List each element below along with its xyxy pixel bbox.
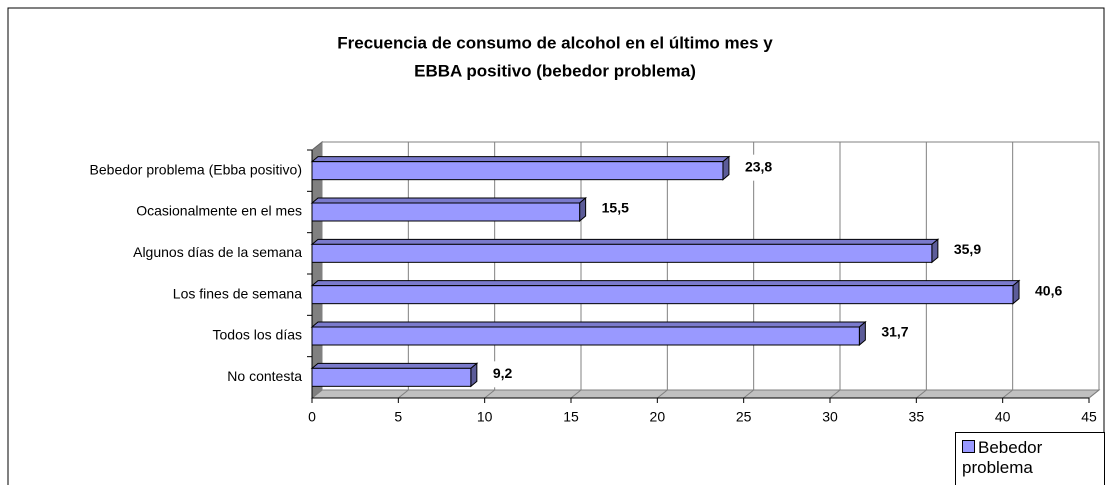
x-tick-label: 25 (736, 409, 752, 425)
grid-line (1002, 142, 1014, 399)
grid-line (916, 142, 927, 399)
x-tick-label: 40 (995, 409, 1011, 425)
chart-title: Frecuencia de consumo de alcohol en el ú… (337, 33, 773, 52)
y-tick-label: Bebedor problema (Ebba positivo) (90, 161, 302, 177)
legend: Bebedor problema (955, 432, 1105, 485)
bar-front (311, 285, 1014, 305)
value-label: 15,5 (602, 200, 629, 216)
bar-top (310, 280, 1021, 287)
bar-front (311, 367, 472, 387)
x-tick-label: 30 (822, 409, 838, 425)
grid-line (570, 142, 582, 399)
x-tick-label: 15 (563, 409, 579, 425)
y-tick-label: Todos los días (213, 327, 303, 343)
bar (310, 320, 867, 347)
value-label: 31,7 (881, 324, 908, 340)
grid-line (657, 142, 668, 399)
bar-top (310, 362, 479, 369)
bar-front (311, 243, 933, 263)
value-label: 40,6 (1035, 282, 1062, 298)
y-tick-label: Ocasionalmente en el mes (136, 203, 302, 219)
value-label: 9,2 (493, 365, 513, 381)
y-tick-label: Los fines de semana (173, 285, 302, 301)
bar-front (311, 326, 860, 346)
x-tick-label: 10 (477, 409, 493, 425)
side-wall (311, 140, 323, 400)
bar (310, 238, 940, 264)
value-label: 23,8 (745, 158, 772, 174)
floor (310, 389, 1101, 399)
bar (310, 279, 1021, 305)
grid-line (1088, 142, 1100, 399)
value-label-bg (1031, 278, 1076, 305)
x-tick-label: 0 (308, 409, 316, 425)
bar (310, 196, 588, 223)
x-tick-label: 35 (909, 409, 925, 425)
value-label-bg (949, 237, 994, 264)
y-tick-label: Algunos días de la semana (133, 244, 302, 260)
value-label-bg (740, 154, 785, 181)
grid-line (829, 142, 841, 399)
value-label-bg (877, 320, 922, 346)
grid-line (484, 142, 496, 399)
x-tick-label: 5 (394, 409, 402, 425)
value-label: 35,9 (954, 241, 981, 257)
bar-top (310, 321, 867, 328)
bar-front (311, 202, 581, 222)
y-tick-label: No contesta (227, 368, 302, 384)
bar-top (310, 156, 731, 163)
value-label-bg (488, 361, 533, 388)
value-label-bg (597, 196, 642, 222)
grid-line (311, 142, 323, 399)
x-tick-label: 20 (650, 409, 666, 425)
chart-title: EBBA positivo (bebedor problema) (414, 61, 696, 80)
bar (310, 362, 479, 388)
bar (310, 155, 731, 181)
bar-front (311, 161, 724, 181)
x-tick-label: 45 (1081, 409, 1097, 425)
bar-top (310, 238, 940, 245)
grid-line (743, 142, 755, 399)
legend-swatch (962, 440, 975, 453)
legend-label: Bebedor problema (962, 438, 1043, 477)
bar-top (310, 197, 588, 204)
grid-line (398, 142, 409, 399)
